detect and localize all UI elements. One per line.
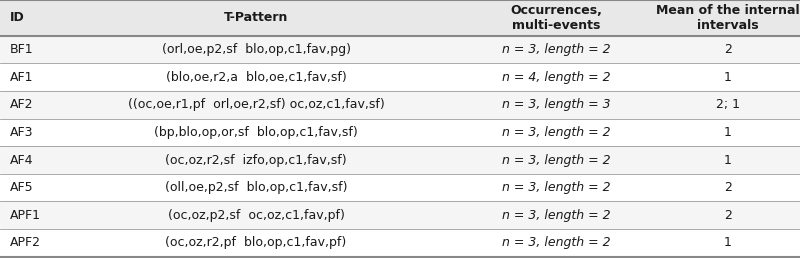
- Text: 2: 2: [724, 181, 732, 194]
- Text: (oc,oz,r2,sf  izfo,op,c1,fav,sf): (oc,oz,r2,sf izfo,op,c1,fav,sf): [165, 154, 347, 167]
- Bar: [0, 63, 800, 91]
- Text: ((oc,oe,r1,pf  orl,oe,r2,sf) oc,oz,c1,fav,sf): ((oc,oe,r1,pf orl,oe,r2,sf) oc,oz,c1,fav…: [128, 98, 384, 111]
- Text: 2: 2: [724, 209, 732, 222]
- Text: 1: 1: [724, 154, 732, 167]
- Text: Mean of the internal
intervals: Mean of the internal intervals: [656, 4, 800, 32]
- Text: n = 4, length = 2: n = 4, length = 2: [502, 71, 610, 84]
- Text: AF4: AF4: [10, 154, 33, 167]
- Text: (orl,oe,p2,sf  blo,op,c1,fav,pg): (orl,oe,p2,sf blo,op,c1,fav,pg): [162, 43, 350, 56]
- Text: (oll,oe,p2,sf  blo,op,c1,fav,sf): (oll,oe,p2,sf blo,op,c1,fav,sf): [165, 181, 347, 194]
- Bar: [0, 0, 800, 36]
- Text: (blo,oe,r2,a  blo,oe,c1,fav,sf): (blo,oe,r2,a blo,oe,c1,fav,sf): [166, 71, 346, 84]
- Bar: [0, 146, 800, 174]
- Bar: [0, 36, 800, 63]
- Text: (bp,blo,op,or,sf  blo,op,c1,fav,sf): (bp,blo,op,or,sf blo,op,c1,fav,sf): [154, 126, 358, 139]
- Text: APF2: APF2: [10, 236, 41, 249]
- Text: n = 3, length = 3: n = 3, length = 3: [502, 98, 610, 111]
- Text: (oc,oz,p2,sf  oc,oz,c1,fav,pf): (oc,oz,p2,sf oc,oz,c1,fav,pf): [167, 209, 345, 222]
- Text: (oc,oz,r2,pf  blo,op,c1,fav,pf): (oc,oz,r2,pf blo,op,c1,fav,pf): [166, 236, 346, 249]
- Bar: [0, 119, 800, 146]
- Text: AF2: AF2: [10, 98, 33, 111]
- Text: Occurrences,
multi-events: Occurrences, multi-events: [510, 4, 602, 32]
- Text: n = 3, length = 2: n = 3, length = 2: [502, 209, 610, 222]
- Text: n = 3, length = 2: n = 3, length = 2: [502, 154, 610, 167]
- Text: 1: 1: [724, 236, 732, 249]
- Text: 2: 2: [724, 43, 732, 56]
- Text: T-Pattern: T-Pattern: [224, 11, 288, 25]
- Text: AF5: AF5: [10, 181, 34, 194]
- Bar: [0, 174, 800, 201]
- Bar: [0, 91, 800, 119]
- Text: n = 3, length = 2: n = 3, length = 2: [502, 181, 610, 194]
- Text: 1: 1: [724, 71, 732, 84]
- Text: n = 3, length = 2: n = 3, length = 2: [502, 126, 610, 139]
- Text: BF1: BF1: [10, 43, 34, 56]
- Bar: [0, 229, 800, 257]
- Text: ID: ID: [10, 11, 24, 25]
- Text: 2; 1: 2; 1: [716, 98, 740, 111]
- Text: n = 3, length = 2: n = 3, length = 2: [502, 236, 610, 249]
- Bar: [0, 201, 800, 229]
- Text: APF1: APF1: [10, 209, 41, 222]
- Text: AF3: AF3: [10, 126, 33, 139]
- Text: AF1: AF1: [10, 71, 33, 84]
- Text: n = 3, length = 2: n = 3, length = 2: [502, 43, 610, 56]
- Text: 1: 1: [724, 126, 732, 139]
